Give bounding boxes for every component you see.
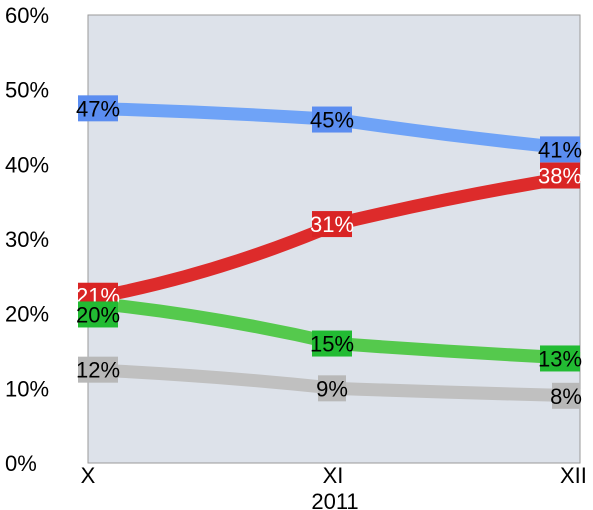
data-labels: 47% 45%41%21%31%38%20%15%13%12%9% 8% — [76, 95, 582, 409]
data-label-box — [312, 106, 352, 133]
data-label-box — [78, 356, 118, 383]
data-label-box — [540, 162, 580, 189]
y-tick-label: 0% — [5, 451, 37, 476]
x-tick-label: XII — [560, 463, 587, 488]
data-label: 41% — [538, 137, 582, 162]
y-tick-label: 10% — [5, 376, 49, 401]
data-label: 20% — [76, 302, 120, 327]
data-label: 9% — [316, 376, 348, 401]
y-tick-label: 40% — [5, 152, 49, 177]
x-tick-label: X — [81, 463, 96, 488]
data-label-box — [540, 136, 580, 163]
data-label: 15% — [310, 332, 354, 357]
data-label: 31% — [310, 212, 354, 237]
data-label-box — [78, 301, 118, 328]
data-label-box — [540, 345, 580, 372]
y-axis: 0% 10% 20% 30% 40% 50% 60% — [5, 3, 49, 476]
data-label-box — [552, 382, 580, 409]
data-label: 38% — [538, 164, 582, 189]
data-label-box — [78, 95, 118, 122]
x-axis: X XI XII — [81, 463, 587, 488]
data-label: 8% — [550, 384, 582, 409]
data-label-box — [318, 375, 346, 402]
y-tick-label: 20% — [5, 302, 49, 327]
data-label-box — [312, 211, 352, 238]
x-tick-label: XI — [323, 463, 344, 488]
data-label-box — [312, 330, 352, 357]
y-tick-label: 60% — [5, 3, 49, 28]
data-label: 47% — [76, 96, 120, 121]
x-axis-group-label: 2011 — [311, 489, 358, 510]
data-label: 45% — [310, 108, 354, 133]
data-label: 13% — [538, 346, 582, 371]
y-tick-label: 30% — [5, 227, 49, 252]
data-label: 12% — [76, 358, 120, 383]
y-tick-label: 50% — [5, 78, 49, 103]
